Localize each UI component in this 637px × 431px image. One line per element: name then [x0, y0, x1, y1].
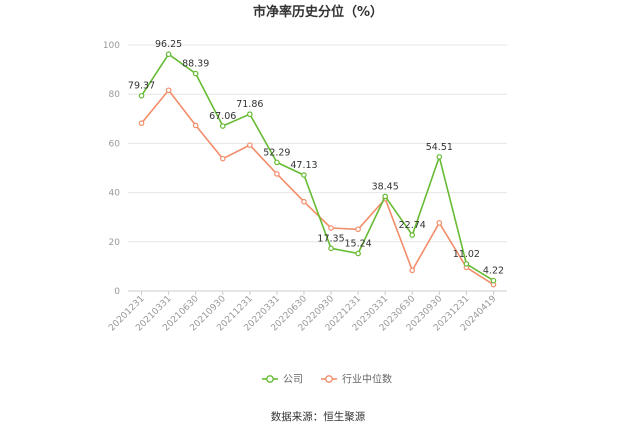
- data-point: [409, 232, 416, 238]
- data-label: 52.29: [263, 147, 290, 158]
- data-label: 79.37: [128, 81, 155, 92]
- data-point: [247, 142, 253, 148]
- data-point: [138, 92, 145, 99]
- y-tick-label: 20: [109, 238, 121, 248]
- data-point: [463, 261, 470, 267]
- data-point: [165, 51, 172, 58]
- chart-title: 市净率历史分位（%）: [253, 4, 383, 20]
- data-label: 11.02: [453, 249, 480, 260]
- series-line: [140, 89, 494, 286]
- data-label: 17.35: [317, 233, 344, 244]
- y-tick-label: 0: [114, 287, 120, 297]
- series-line: [140, 53, 494, 282]
- data-point: [409, 267, 416, 274]
- data-point: [192, 122, 199, 129]
- legend-swatch-marker: [266, 375, 274, 383]
- data-label: 22.74: [399, 220, 426, 231]
- data-point: [165, 87, 172, 94]
- data-point: [219, 155, 226, 162]
- x-axis: 2020123120210331202106302021093020211231…: [107, 290, 507, 334]
- data-label: 96.25: [155, 39, 182, 50]
- y-tick-label: 80: [109, 90, 121, 100]
- data-label: 47.13: [290, 160, 317, 171]
- data-label: 54.51: [426, 142, 453, 153]
- legend-label: 行业中位数: [342, 373, 392, 386]
- data-point: [301, 172, 307, 178]
- y-axis: 0 20 40 60 80 100: [103, 41, 120, 297]
- data-point: [219, 123, 226, 129]
- data-point: [436, 220, 443, 226]
- data-point: [274, 171, 280, 177]
- data-point: [382, 193, 388, 200]
- data-point: [328, 245, 334, 252]
- data-point: [436, 154, 443, 160]
- data-label: 71.86: [236, 99, 263, 110]
- data-point: [355, 250, 361, 257]
- y-tick-label: 40: [109, 189, 121, 199]
- data-point: [274, 159, 280, 166]
- data-label: 38.45: [372, 181, 399, 192]
- data-point: [247, 111, 253, 118]
- data-point: [355, 226, 361, 233]
- series-group: [138, 51, 497, 288]
- data-label: 15.24: [345, 239, 372, 250]
- data-point: [301, 198, 307, 205]
- source-note: 数据来源：恒生聚源: [271, 410, 366, 423]
- legend-swatch-marker: [325, 375, 333, 383]
- data-label: 88.39: [182, 59, 209, 70]
- y-tick-label: 60: [109, 139, 121, 149]
- legend-label: 公司: [283, 375, 303, 386]
- data-point: [328, 225, 334, 231]
- y-tick-label: 100: [103, 41, 120, 51]
- legend[interactable]: 公司 行业中位数: [262, 373, 392, 386]
- data-point: [192, 70, 199, 77]
- data-label: 4.22: [483, 266, 504, 277]
- data-label: 67.06: [209, 111, 236, 122]
- data-point: [138, 120, 145, 127]
- data-point: [490, 277, 497, 284]
- grid-lines: [128, 44, 507, 243]
